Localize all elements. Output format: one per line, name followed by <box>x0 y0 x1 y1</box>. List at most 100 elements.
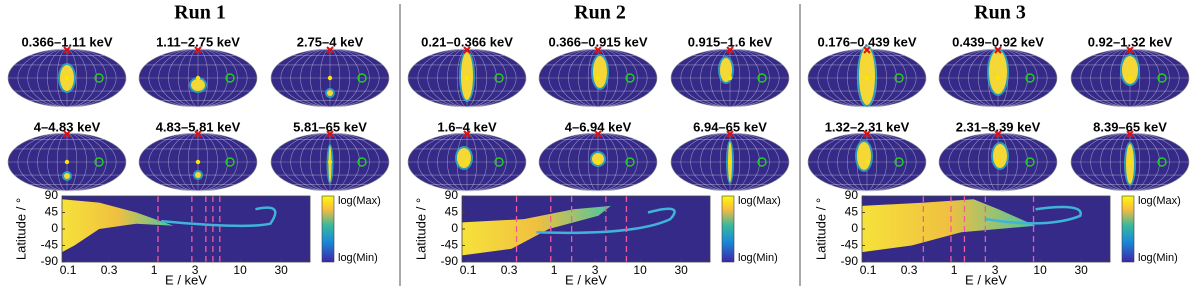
emission-core <box>327 90 333 96</box>
x-tick-label: 3 <box>592 263 599 277</box>
center-dot <box>1127 75 1133 81</box>
x-tick-label: 1 <box>551 263 558 277</box>
center-dot <box>727 159 733 165</box>
colorbar-max: log(Max) <box>338 195 381 207</box>
sky-map <box>538 130 658 192</box>
north-marker <box>326 130 334 138</box>
center-dot <box>64 75 70 81</box>
north-marker <box>1126 46 1134 54</box>
center-dot <box>195 159 201 165</box>
sky-map <box>138 46 258 108</box>
x-tick-label: 10 <box>233 263 247 277</box>
target-marker <box>1157 157 1167 167</box>
north-marker <box>194 46 202 54</box>
emission-core <box>457 148 471 168</box>
heatmap-region <box>462 205 611 256</box>
emission-core <box>64 173 70 179</box>
emission-core <box>989 50 1007 94</box>
center-dot <box>1127 159 1133 165</box>
y-tick-label: 90 <box>845 188 859 202</box>
target-marker <box>757 157 767 167</box>
north-marker <box>1126 130 1134 138</box>
sky-map <box>1070 46 1190 108</box>
map-label: 1.11–2.75 keV <box>156 34 240 49</box>
center-dot <box>595 159 601 165</box>
heatmap-arc <box>536 207 676 235</box>
y-tick-label: 45 <box>845 205 859 219</box>
x-tick-label: 30 <box>674 263 688 277</box>
map-label: 4.83–5.81 keV <box>156 119 241 134</box>
colorbar-min: log(Min) <box>1138 252 1178 264</box>
sky-map <box>938 46 1058 108</box>
north-marker <box>463 130 471 138</box>
north-marker <box>463 46 471 54</box>
run-title: Run 1 <box>174 2 226 24</box>
emission-core <box>592 153 604 165</box>
x-tick-label: 0.3 <box>101 263 118 277</box>
north-marker <box>994 46 1002 54</box>
x-tick-label: 30 <box>1074 263 1088 277</box>
target-marker <box>625 157 635 167</box>
map-label: 0.366–1.11 keV <box>21 34 112 49</box>
emission-core <box>191 79 205 91</box>
emission-core <box>195 172 201 178</box>
map-label: 0.21–0.366 keV <box>421 34 513 49</box>
run-title: Run 2 <box>574 2 626 24</box>
center-dot <box>864 159 870 165</box>
x-axis-label: E / keV <box>965 272 1007 287</box>
north-marker <box>326 46 334 54</box>
center-dot <box>327 159 333 165</box>
colorbar-max: log(Max) <box>1138 195 1181 207</box>
sky-map <box>138 130 258 192</box>
sky-map <box>7 46 127 108</box>
target-marker <box>894 157 904 167</box>
run-title: Run 3 <box>974 2 1026 24</box>
map-label: 0.366–0.915 keV <box>548 34 647 49</box>
emission-core <box>1122 56 1138 84</box>
y-tick-label: -45 <box>41 238 59 252</box>
sky-map <box>270 46 390 108</box>
heatmap-region <box>862 199 1036 253</box>
map-label: 0.92–1.32 keV <box>1088 34 1173 49</box>
map-label: 0.915–1.6 keV <box>688 34 773 49</box>
x-tick-label: 1 <box>151 263 158 277</box>
target-marker <box>1025 157 1035 167</box>
emission-core <box>720 58 732 82</box>
sky-map <box>407 46 527 108</box>
center-dot <box>464 159 470 165</box>
x-axis-label: E / keV <box>565 272 607 287</box>
target-marker <box>94 157 104 167</box>
heatmap-region <box>62 199 174 253</box>
north-marker <box>726 130 734 138</box>
sky-map <box>270 130 390 192</box>
y-tick-label: 45 <box>445 205 459 219</box>
center-dot <box>595 75 601 81</box>
map-label: 4–4.83 keV <box>34 119 101 134</box>
target-marker <box>494 73 504 83</box>
colorbar-max: log(Max) <box>738 195 781 207</box>
y-tick-label: 45 <box>45 205 59 219</box>
y-axis-label: Latitude / ° <box>813 198 828 260</box>
center-dot <box>727 75 733 81</box>
y-tick-label: -90 <box>41 254 59 268</box>
y-tick-label: 0 <box>51 221 58 235</box>
sky-map <box>538 46 658 108</box>
map-label: 4–6.94 keV <box>565 119 632 134</box>
center-dot <box>327 75 333 81</box>
center-dot <box>464 75 470 81</box>
north-marker <box>63 130 71 138</box>
north-marker <box>726 46 734 54</box>
north-marker <box>594 46 602 54</box>
y-tick-label: -45 <box>841 238 859 252</box>
target-marker <box>225 157 235 167</box>
y-tick-label: 0 <box>451 221 458 235</box>
map-label: 8.39–65 keV <box>1093 119 1167 134</box>
heatmap-arc <box>161 206 277 228</box>
target-marker <box>625 73 635 83</box>
target-marker <box>494 157 504 167</box>
north-marker <box>594 130 602 138</box>
y-tick-label: -90 <box>841 254 859 268</box>
map-label: 0.176–0.439 keV <box>817 34 916 49</box>
x-tick-label: 0.1 <box>460 263 477 277</box>
emission-core <box>593 56 607 88</box>
